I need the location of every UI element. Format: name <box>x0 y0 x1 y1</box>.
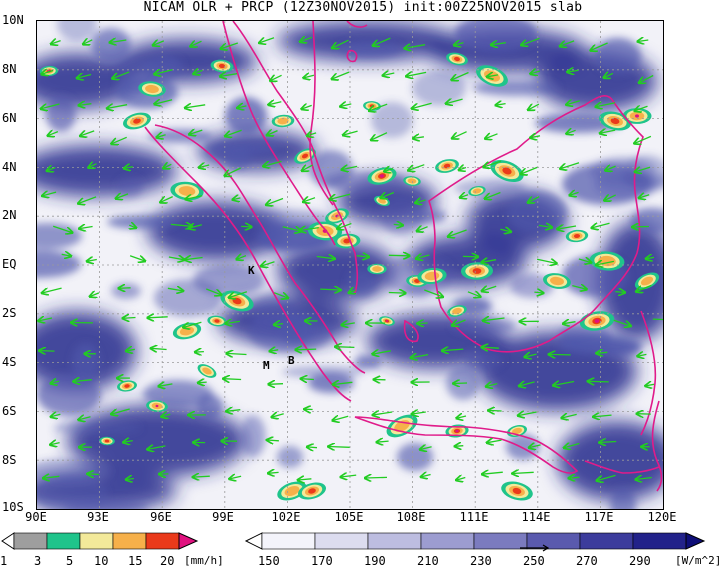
lon-label-99e: 99E <box>212 510 234 524</box>
map-canvas <box>37 21 663 509</box>
coastline-bali-lombok <box>584 460 660 474</box>
precip-colorbar <box>1 532 199 550</box>
olr-tick-250: 250 <box>523 554 545 568</box>
map-label-k: K <box>248 264 255 277</box>
lat-label-2s: 2S <box>2 306 17 320</box>
lat-label-10n: 10N <box>2 13 24 27</box>
coastline-borneo <box>428 94 644 353</box>
map-label-m: M <box>263 359 270 372</box>
coastline-indochina <box>346 21 368 28</box>
wind-vectors <box>39 37 663 480</box>
lat-label-6n: 6N <box>2 111 17 125</box>
lat-label-10s: 10S <box>2 500 24 514</box>
lat-label-8s: 8S <box>2 453 17 467</box>
reference-vector <box>520 544 550 552</box>
precip-tick-10: 10 <box>94 554 109 568</box>
coastline-java <box>354 416 579 474</box>
lat-label-6s: 6S <box>2 404 17 418</box>
precip-tick-3: 3 <box>34 554 42 568</box>
olr-colorbar <box>244 532 706 550</box>
lon-label-111e: 111E <box>459 510 489 524</box>
olr-unit: [W/m^2] <box>675 554 722 567</box>
coastline-sulawesi <box>640 310 657 436</box>
olr-cloud-field <box>37 21 663 509</box>
lon-label-120e: 120E <box>647 510 677 524</box>
lon-label-105e: 105E <box>334 510 364 524</box>
lon-label-102e: 102E <box>271 510 301 524</box>
precip-tick-1: 1 <box>0 554 8 568</box>
lat-label-eq: EQ <box>2 257 17 271</box>
lon-label-96e: 96E <box>150 510 172 524</box>
lon-label-90e: 90E <box>25 510 47 524</box>
lat-label-8n: 8N <box>2 62 17 76</box>
coastline-east-sulawesi <box>651 400 663 492</box>
lon-label-93e: 93E <box>87 510 109 524</box>
precip-tick-15: 15 <box>128 554 143 568</box>
map-panel: K M B <box>36 20 664 510</box>
lon-label-108e: 108E <box>396 510 426 524</box>
olr-tick-210: 210 <box>417 554 439 568</box>
precip-unit: [mm/h] <box>184 554 224 567</box>
olr-tick-270: 270 <box>576 554 598 568</box>
precip-tick-20: 20 <box>160 554 175 568</box>
lat-label-4n: 4N <box>2 160 17 174</box>
map-title: NICAM OLR + PRCP (12Z30NOV2015) init:00Z… <box>143 0 583 15</box>
map-label-b: B <box>288 354 295 367</box>
lat-label-2n: 2N <box>2 208 17 222</box>
coastline-islands-natuna <box>346 49 358 63</box>
coastline-bangka <box>403 319 419 343</box>
colorbars <box>1 532 706 552</box>
lon-label-117e: 117E <box>584 510 614 524</box>
olr-tick-170: 170 <box>311 554 333 568</box>
olr-tick-190: 190 <box>364 554 386 568</box>
olr-tick-150: 150 <box>258 554 280 568</box>
lat-label-4s: 4S <box>2 355 17 369</box>
lon-label-114e: 114E <box>521 510 551 524</box>
coastline-sumatra-east <box>154 124 366 374</box>
olr-tick-230: 230 <box>470 554 492 568</box>
precip-tick-5: 5 <box>66 554 74 568</box>
olr-tick-290: 290 <box>629 554 651 568</box>
coastlines <box>144 21 663 492</box>
coastline-malay-peninsula <box>222 21 336 246</box>
coastline-sumatra <box>144 126 352 402</box>
